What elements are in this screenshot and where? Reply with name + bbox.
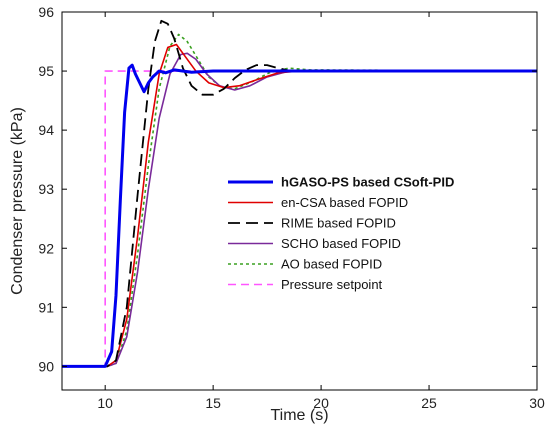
series-layer (62, 19, 537, 368)
x-tick-label: 20 (313, 395, 329, 411)
series-line-1 (62, 43, 537, 368)
x-tick-label: 15 (205, 395, 221, 411)
x-tick-label: 25 (421, 395, 437, 411)
series-line-4 (62, 33, 537, 368)
series-line-2 (62, 19, 537, 368)
legend-label-1: en-CSA based FOPID (281, 195, 408, 210)
y-tick-label: 91 (38, 299, 54, 315)
legend-label-5: Pressure setpoint (281, 277, 383, 292)
y-tick-label: 94 (38, 122, 54, 138)
legend-label-2: RIME based FOPID (281, 216, 396, 231)
legend-label-4: AO based FOPID (281, 257, 382, 272)
axes-frame (61, 11, 538, 391)
axes (61, 11, 538, 391)
y-tick-label: 92 (38, 240, 54, 256)
x-axis-title: Time (s) (270, 407, 328, 424)
y-tick-label: 90 (38, 358, 54, 374)
y-tick-label: 96 (38, 4, 54, 20)
ticks: 10 15 20 25 30 90 91 92 93 94 95 96 (38, 4, 545, 411)
x-tick-label: 10 (97, 395, 113, 411)
legend-label-0: hGASO-PS based CSoft-PID (281, 175, 454, 190)
y-axis-title: Condenser pressure (kPa) (9, 107, 26, 295)
y-tick-label: 93 (38, 181, 54, 197)
x-tick-label: 30 (529, 395, 545, 411)
legend: hGASO-PS based CSoft-PID en-CSA based FOP… (228, 175, 454, 292)
series-line-0 (62, 63, 537, 368)
y-tick-label: 95 (38, 63, 54, 79)
legend-label-3: SCHO based FOPID (281, 236, 401, 251)
